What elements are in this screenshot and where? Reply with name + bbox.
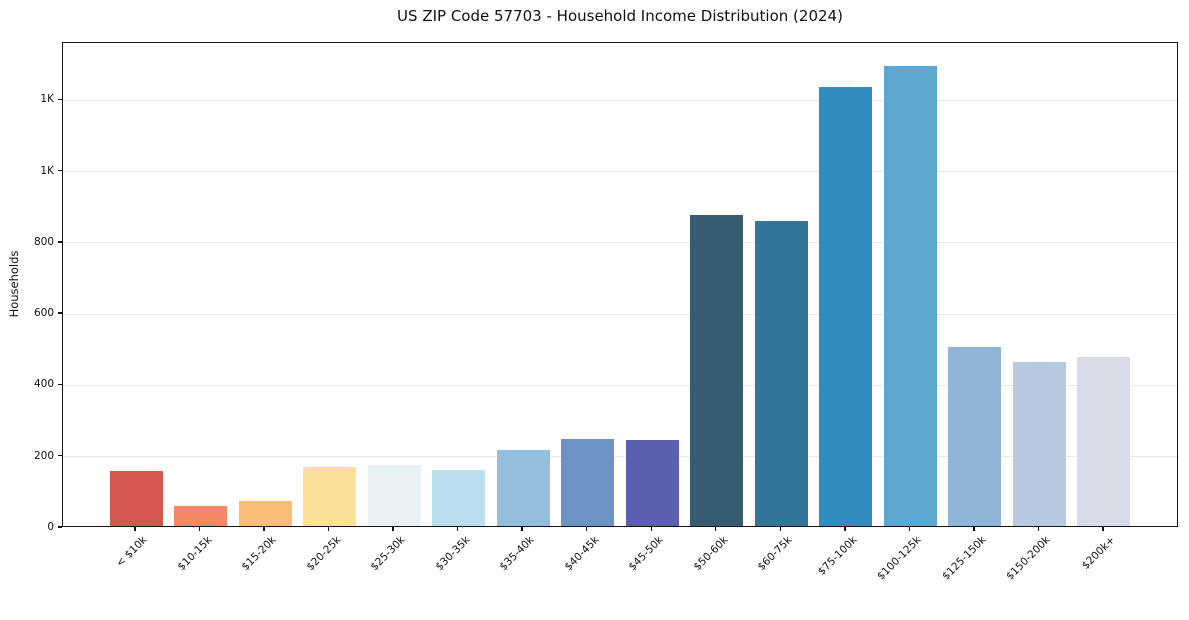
- chart-title: US ZIP Code 57703 - Household Income Dis…: [397, 7, 843, 25]
- bar: [1012, 361, 1066, 526]
- bar: [109, 470, 163, 526]
- y-tick-label: 1K: [40, 164, 54, 177]
- bar: [883, 65, 937, 526]
- x-tick-mark: [263, 527, 265, 531]
- bar: [754, 220, 808, 526]
- plot-area: [62, 42, 1178, 527]
- gridline: [63, 313, 1177, 315]
- x-tick-mark: [973, 527, 975, 531]
- x-tick-mark: [198, 527, 201, 531]
- y-tick-mark: [58, 241, 62, 243]
- y-tick-label: 200: [33, 449, 54, 462]
- bar: [174, 505, 228, 526]
- gridline: [63, 384, 1177, 386]
- x-tick-mark: [327, 527, 330, 531]
- bar: [948, 346, 1002, 526]
- y-tick-label: 800: [33, 235, 54, 248]
- x-tick-mark: [844, 527, 846, 531]
- y-tick-mark: [58, 169, 62, 172]
- gridline: [63, 456, 1177, 458]
- bar: [1077, 357, 1131, 526]
- bar: [432, 469, 486, 526]
- y-tick-label: 1K: [40, 93, 54, 106]
- bar: [561, 439, 615, 526]
- x-tick-mark: [715, 527, 717, 531]
- x-tick-mark: [134, 527, 136, 531]
- y-tick-mark: [58, 455, 62, 457]
- bar: [690, 215, 744, 526]
- y-tick-mark: [58, 312, 62, 314]
- y-tick-mark: [58, 98, 62, 101]
- bar: [496, 450, 550, 526]
- bar: [367, 464, 421, 526]
- y-tick-label: 400: [33, 378, 54, 391]
- x-tick-mark: [908, 527, 911, 531]
- x-tick-mark: [779, 527, 781, 531]
- x-tick-mark: [456, 527, 459, 531]
- bar: [625, 440, 679, 526]
- y-tick-mark: [58, 526, 62, 528]
- x-tick-mark: [521, 527, 523, 531]
- y-tick-label: 600: [33, 307, 54, 320]
- bar: [819, 87, 873, 526]
- bar: [238, 501, 292, 526]
- gridline: [63, 99, 1177, 101]
- x-tick-mark: [650, 527, 652, 531]
- x-tick-mark: [392, 527, 394, 531]
- x-tick-mark: [1102, 527, 1104, 531]
- x-tick-mark: [586, 527, 588, 531]
- gridline: [63, 171, 1177, 173]
- y-tick-label: 0: [47, 521, 54, 533]
- x-tick-mark: [1037, 527, 1040, 531]
- gridline: [63, 242, 1177, 244]
- y-tick-mark: [58, 383, 62, 386]
- bar: [303, 466, 357, 526]
